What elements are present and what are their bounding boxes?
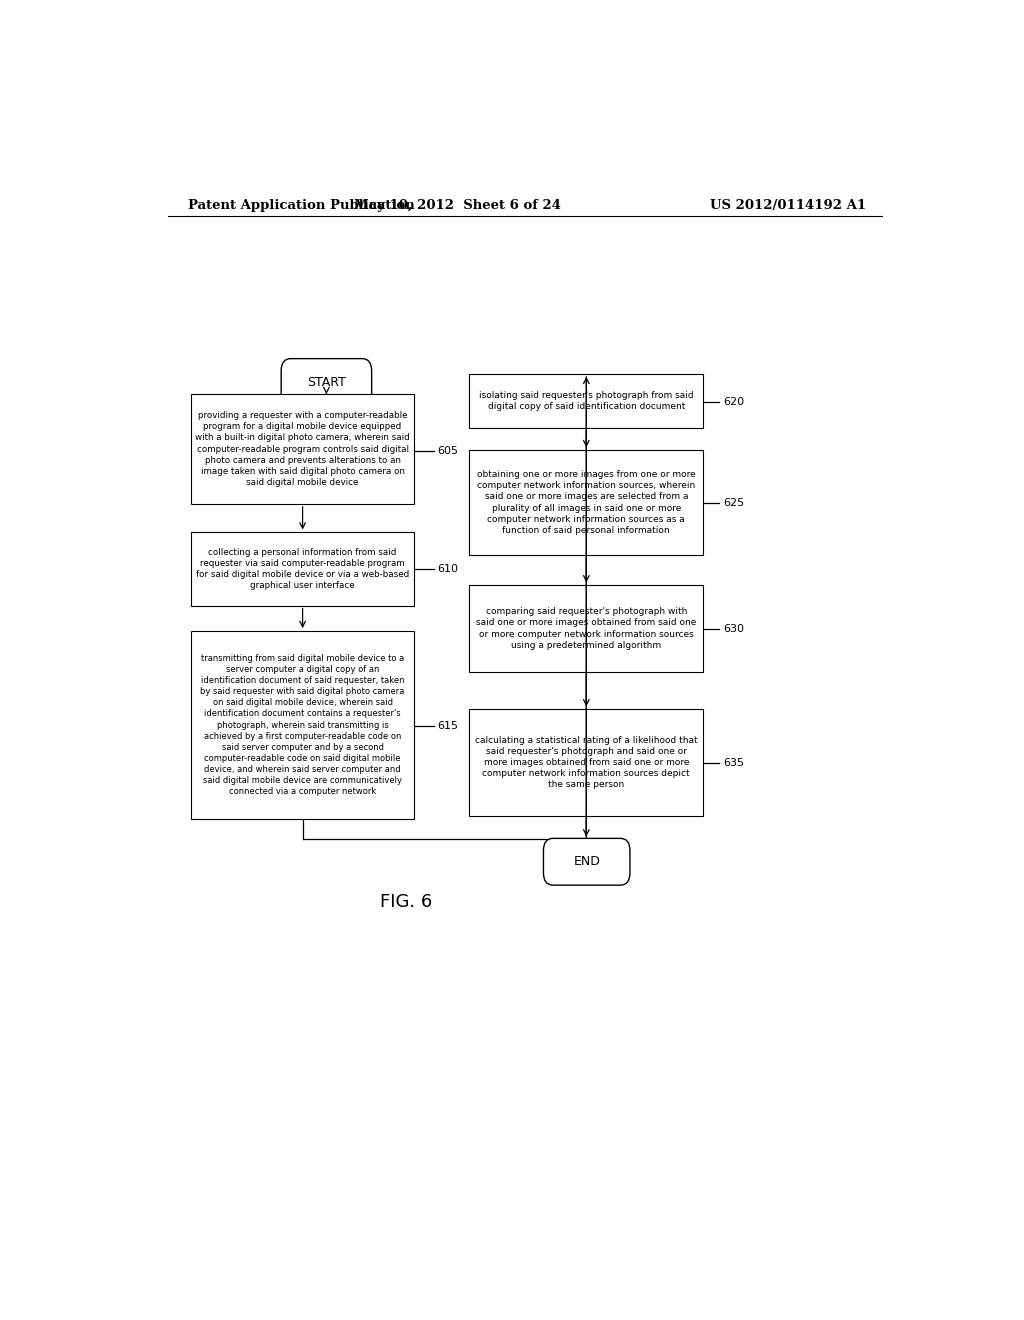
Bar <box>469 709 703 816</box>
Bar <box>191 395 414 504</box>
Text: 625: 625 <box>723 498 744 508</box>
Text: calculating a statistical rating of a likelihood that
said requester's photograp: calculating a statistical rating of a li… <box>475 737 697 789</box>
Bar <box>469 374 703 428</box>
Text: May 10, 2012  Sheet 6 of 24: May 10, 2012 Sheet 6 of 24 <box>354 198 561 211</box>
Text: START: START <box>307 375 346 388</box>
Bar <box>191 631 414 818</box>
Text: isolating said requester's photograph from said
digital copy of said identificat: isolating said requester's photograph fr… <box>479 391 693 411</box>
Bar <box>469 450 703 554</box>
Text: 605: 605 <box>437 446 459 457</box>
Text: 610: 610 <box>437 564 459 574</box>
Bar <box>469 585 703 672</box>
Text: obtaining one or more images from one or more
computer network information sourc: obtaining one or more images from one or… <box>477 470 695 535</box>
FancyBboxPatch shape <box>544 838 630 886</box>
Text: comparing said requester's photograph with
said one or more images obtained from: comparing said requester's photograph wi… <box>476 607 696 649</box>
Text: FIG. 6: FIG. 6 <box>380 894 432 911</box>
Text: 620: 620 <box>723 397 744 408</box>
Bar <box>191 532 414 606</box>
Text: 615: 615 <box>437 721 459 730</box>
Text: 635: 635 <box>723 758 744 768</box>
Text: US 2012/0114192 A1: US 2012/0114192 A1 <box>710 198 866 211</box>
Text: transmitting from said digital mobile device to a
server computer a digital copy: transmitting from said digital mobile de… <box>201 653 404 796</box>
Text: Patent Application Publication: Patent Application Publication <box>187 198 415 211</box>
FancyBboxPatch shape <box>282 359 372 405</box>
Text: collecting a personal information from said
requester via said computer-readable: collecting a personal information from s… <box>196 548 410 590</box>
Text: END: END <box>573 855 600 869</box>
Text: providing a requester with a computer-readable
program for a digital mobile devi: providing a requester with a computer-re… <box>196 412 410 487</box>
Text: 630: 630 <box>723 624 744 634</box>
